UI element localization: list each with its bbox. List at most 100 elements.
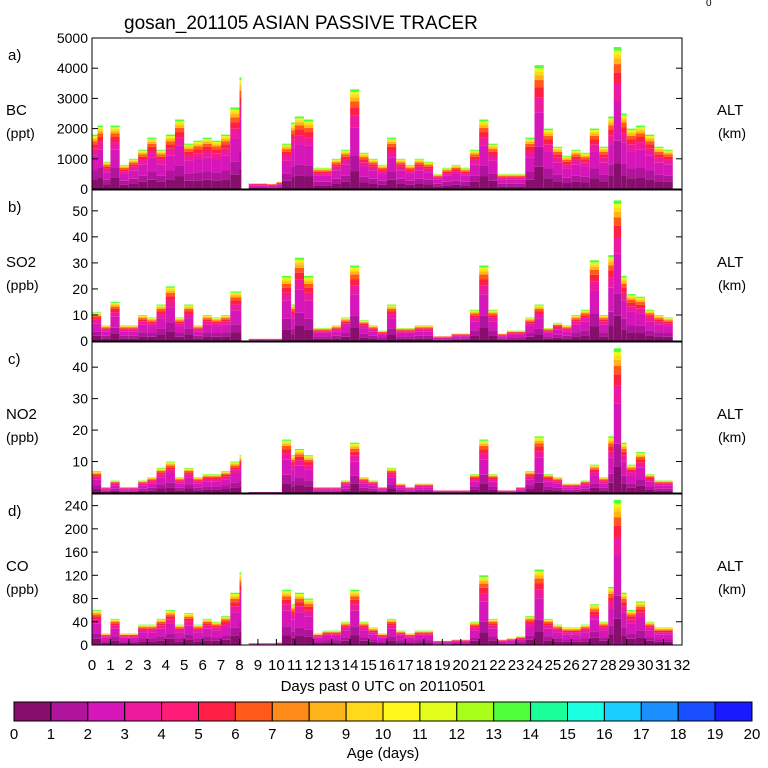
bar-segment [103, 163, 111, 164]
bar-segment [654, 150, 664, 152]
bar-segment [291, 139, 295, 148]
bar-segment [626, 325, 636, 333]
bar-segment [613, 211, 622, 218]
bar-segment [281, 610, 292, 627]
bar-segment [221, 471, 231, 473]
bar-segment [322, 330, 332, 332]
bar-segment [580, 159, 590, 163]
bar-segment [128, 637, 139, 642]
x-tick-label: 17 [397, 657, 414, 674]
bar-segment [304, 459, 314, 463]
bar-segment [608, 588, 614, 590]
bar-segment [294, 125, 305, 130]
bar-segment [589, 130, 600, 132]
bar-segment [322, 181, 332, 186]
bar-segment [525, 323, 535, 327]
bar-segment [110, 620, 120, 621]
bar-segment [138, 482, 148, 484]
bar-segment [599, 321, 609, 325]
bar-segment [377, 164, 387, 166]
bar-segment [359, 152, 369, 154]
bar-segment [580, 176, 590, 183]
bar-segment [645, 475, 655, 477]
bar-segment [304, 616, 314, 630]
bar-segment [562, 335, 572, 339]
bar-segment [156, 311, 166, 315]
bar-segment [621, 119, 627, 123]
bar-segment [147, 171, 157, 180]
bar-segment [239, 631, 242, 645]
bar-segment [442, 337, 452, 338]
bar-segment [479, 449, 489, 454]
bar-segment [184, 469, 194, 471]
bar-segment [138, 321, 148, 325]
bar-segment [138, 626, 148, 628]
bar-segment [147, 321, 157, 324]
bar-segment [442, 175, 452, 182]
bar-segment [414, 642, 424, 645]
bar-segment [304, 602, 314, 605]
colorbar-swatch [677, 701, 716, 722]
bar-segment [110, 301, 120, 303]
bar-segment [635, 142, 646, 150]
bar-segment [156, 318, 166, 329]
bar-segment [340, 488, 351, 491]
bar-segment [184, 149, 194, 152]
bar-segment [248, 339, 268, 341]
bar-segment [110, 133, 120, 137]
bar-segment [230, 304, 240, 311]
bar-segment [645, 625, 655, 628]
bar-segment [294, 592, 305, 595]
bar-segment [174, 490, 185, 493]
bar-segment [92, 638, 102, 645]
bar-segment [608, 634, 614, 645]
bar-segment [294, 144, 305, 165]
bar-segment [165, 331, 175, 341]
bar-segment [613, 50, 622, 55]
bar-segment [525, 635, 535, 640]
bar-segment [599, 483, 609, 488]
bar-segment [230, 161, 240, 175]
bar-segment [313, 637, 323, 642]
bar-segment [580, 317, 590, 322]
bar-segment [608, 277, 614, 288]
bar-segment [110, 490, 120, 493]
bar-segment [488, 147, 498, 150]
bar-segment [368, 328, 378, 330]
bar-segment [147, 143, 157, 147]
bar-segment [663, 181, 673, 189]
bar-segment [322, 168, 332, 169]
bar-segment [479, 593, 489, 602]
bar-segment [599, 154, 609, 158]
bar-segment [147, 319, 157, 321]
bar-segment [97, 177, 104, 189]
bar-segment [423, 162, 434, 164]
bar-segment [608, 118, 614, 121]
bar-segment [138, 629, 148, 633]
bar-segment [294, 460, 305, 466]
bar-segment [359, 487, 369, 491]
bar-segment [626, 610, 636, 612]
bar-segment [580, 310, 590, 312]
bar-segment [322, 633, 332, 635]
bar-segment [331, 327, 341, 329]
bar-segment [359, 328, 369, 334]
bar-segment [110, 316, 120, 328]
bar-segment [387, 628, 397, 637]
bar-segment [396, 633, 406, 635]
bar-segment [97, 167, 104, 178]
bar-segment [414, 331, 424, 336]
bar-segment [562, 183, 572, 189]
bar-segment [331, 178, 341, 184]
bar-segment [451, 640, 461, 642]
bar-segment [423, 172, 434, 180]
bar-segment [322, 634, 332, 636]
bar-segment [534, 334, 544, 341]
bar-segment [562, 628, 572, 630]
bar-segment [322, 167, 332, 169]
bar-segment [156, 623, 166, 626]
bar-segment [654, 628, 664, 629]
bar-segment [469, 637, 480, 641]
bar-segment [291, 637, 295, 645]
bar-segment [101, 329, 111, 332]
